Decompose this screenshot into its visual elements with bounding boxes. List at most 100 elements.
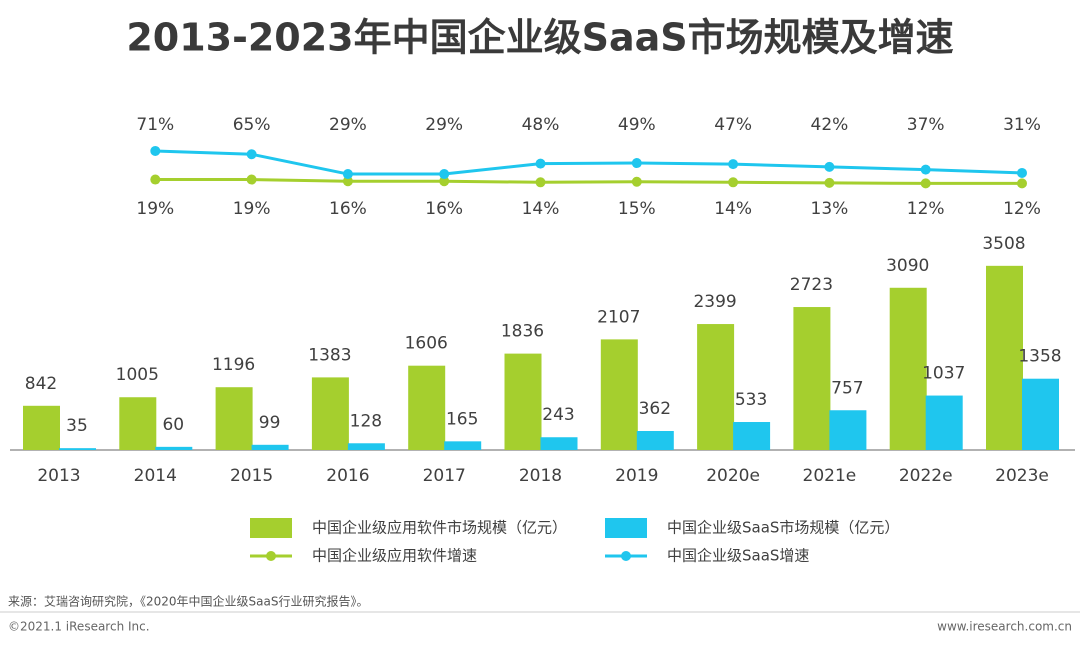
line-point [342, 169, 353, 180]
bar-value-label: 3508 [982, 234, 1025, 254]
bar-value-label: 35 [66, 416, 88, 436]
legend-label: 中国企业级SaaS市场规模（亿元） [667, 519, 899, 537]
line-point [439, 176, 450, 187]
bar [733, 422, 771, 450]
line-point [631, 176, 642, 187]
bar [1022, 378, 1059, 450]
line-value-label: 12% [1003, 199, 1041, 219]
bar [986, 265, 1023, 450]
line-value-label: 19% [136, 199, 174, 219]
line-value-label: 12% [907, 199, 945, 219]
line-value-label: 48% [522, 115, 560, 135]
legend-swatch [621, 551, 631, 561]
legend-label: 中国企业级应用软件增速 [312, 547, 477, 565]
line-point [535, 177, 546, 188]
line-value-label: 42% [811, 115, 849, 135]
bar-value-label: 1005 [116, 365, 159, 385]
line-point [150, 174, 161, 185]
line-value-label: 71% [136, 115, 174, 135]
line-value-label: 16% [425, 199, 463, 219]
line-point [150, 145, 161, 156]
bar [347, 443, 385, 450]
line-value-label: 29% [329, 115, 367, 135]
bar-value-label: 2399 [693, 292, 736, 312]
x-tick-label: 2019 [615, 466, 658, 486]
bar [829, 410, 867, 450]
bar [59, 448, 96, 450]
x-tick-label: 2017 [423, 466, 466, 486]
line-point [246, 174, 257, 185]
line-point [342, 176, 353, 187]
line-point [920, 178, 931, 189]
line-point [439, 169, 450, 180]
line-point [728, 177, 739, 188]
bar-value-label: 99 [259, 413, 281, 433]
line-point [246, 149, 257, 160]
bar-value-label: 1836 [501, 322, 544, 342]
bar [925, 395, 963, 450]
bar [23, 405, 60, 450]
bar [119, 397, 157, 450]
bar [504, 353, 542, 450]
legend-swatch [266, 551, 276, 561]
legend-swatch [605, 518, 647, 538]
bar [540, 437, 578, 450]
bar-value-label: 1196 [212, 355, 255, 375]
bar [600, 339, 638, 450]
x-tick-label: 2021e [803, 466, 857, 486]
bar-value-label: 842 [25, 374, 57, 394]
line-point [920, 164, 931, 175]
legend-swatch [250, 518, 292, 538]
line-point [535, 158, 546, 169]
legend-label: 中国企业级应用软件市场规模（亿元） [312, 519, 567, 537]
line-value-label: 47% [714, 115, 752, 135]
legend-label: 中国企业级SaaS增速 [667, 547, 809, 565]
bar [444, 441, 482, 450]
bar [408, 365, 446, 450]
bar-value-label: 362 [639, 399, 671, 419]
x-tick-label: 2014 [134, 466, 177, 486]
line-value-label: 49% [618, 115, 656, 135]
chart-title: 2013-2023年中国企业级SaaS市场规模及增速 [126, 16, 953, 60]
x-tick-label: 2015 [230, 466, 273, 486]
line-point [1017, 167, 1027, 178]
bar-value-label: 1358 [1018, 347, 1061, 367]
line-value-label: 15% [618, 199, 656, 219]
bar-value-label: 1383 [308, 345, 351, 365]
bar-value-label: 165 [446, 409, 478, 429]
line [155, 178, 1022, 185]
bar [793, 307, 831, 450]
line-value-label: 16% [329, 199, 367, 219]
bar-value-label: 2107 [597, 307, 640, 327]
bar-value-label: 128 [350, 411, 382, 431]
x-tick-label: 2018 [519, 466, 562, 486]
bar-value-label: 1037 [922, 364, 965, 384]
line-value-label: 14% [522, 199, 560, 219]
bar-value-label: 243 [542, 405, 574, 425]
bar [215, 387, 253, 450]
line-point [824, 177, 835, 188]
website: www.iresearch.com.cn [937, 620, 1072, 634]
line-value-label: 37% [907, 115, 945, 135]
bar [697, 324, 735, 450]
copyright: ©2021.1 iResearch Inc. [8, 620, 150, 634]
line-point [1017, 178, 1027, 189]
line-point [728, 159, 739, 170]
line-value-label: 65% [233, 115, 271, 135]
bar-value-label: 757 [831, 378, 863, 398]
source-note: 来源：艾瑞咨询研究院，《2020年中国企业级SaaS行业研究报告》。 [8, 594, 368, 609]
line-point [824, 161, 835, 172]
line [155, 149, 1023, 176]
x-tick-label: 2016 [326, 466, 369, 486]
line-point [631, 158, 642, 169]
line-value-label: 31% [1003, 115, 1041, 135]
bar [889, 287, 927, 450]
bar [311, 377, 349, 450]
bar-value-label: 3090 [886, 256, 929, 276]
line-value-label: 29% [425, 115, 463, 135]
x-tick-label: 2013 [37, 466, 80, 486]
x-tick-label: 2022e [899, 466, 953, 486]
bar-value-label: 2723 [790, 275, 833, 295]
x-tick-label: 2023e [995, 466, 1049, 486]
